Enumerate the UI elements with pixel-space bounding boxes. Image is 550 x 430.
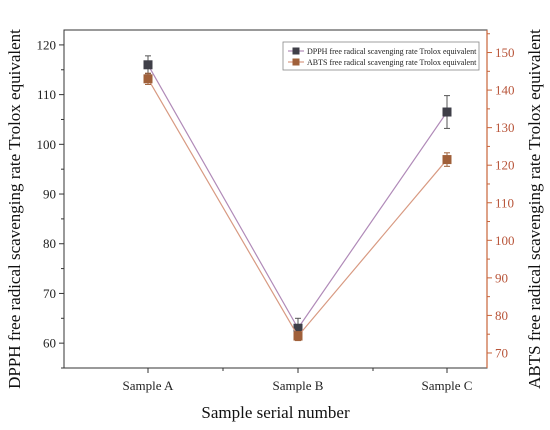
y-left-tick-label: 80 xyxy=(43,236,56,251)
y-right-tick-label: 140 xyxy=(495,83,515,98)
series-line-2 xyxy=(147,78,448,338)
series-line-1 xyxy=(147,64,448,330)
y-right-tick-label: 120 xyxy=(495,158,515,173)
y-axis-right-title: ABTS free radical scavenging rate Trolox… xyxy=(525,29,544,389)
y-left-tick-label: 110 xyxy=(37,87,56,102)
legend-swatch-marker xyxy=(292,47,300,55)
axes-group: 60 70 80 90 100 110 120 70 80 90 100 110 120 130 140 15… xyxy=(37,29,515,393)
y-left-tick-label: 70 xyxy=(43,286,56,301)
y-right-tick-label: 70 xyxy=(495,345,508,360)
data-point-marker xyxy=(143,60,153,70)
y-right-tick-label: 100 xyxy=(495,233,515,248)
plot-frame xyxy=(63,29,488,369)
y-left-tick-label: 60 xyxy=(43,336,56,351)
x-tick-label: Sample B xyxy=(273,378,324,393)
series-group xyxy=(143,55,452,342)
y-right-tick-label: 90 xyxy=(495,270,508,285)
y-axis-left-title: DPPH free radical scavenging rate Trolox… xyxy=(5,29,24,389)
x-tick-label: Sample A xyxy=(123,378,175,393)
y-right-tick-label: 80 xyxy=(495,308,508,323)
y-left-tick-label: 90 xyxy=(43,187,56,202)
legend: DPPH free radical scavenging rate Trolox… xyxy=(282,41,480,71)
y-right-tick-label: 110 xyxy=(495,195,514,210)
x-tick-label: Sample C xyxy=(422,378,473,393)
data-point-marker xyxy=(442,155,452,165)
legend-box xyxy=(282,41,480,71)
x-axis-title: Sample serial number xyxy=(201,403,350,422)
legend-label: DPPH free radical scavenging rate Trolox… xyxy=(307,47,477,56)
legend-label: ABTS free radical scavenging rate Trolox… xyxy=(307,58,477,67)
y-left-tick-label: 100 xyxy=(37,137,57,152)
data-point-marker xyxy=(143,74,153,84)
data-point-marker xyxy=(442,107,452,117)
data-point-marker xyxy=(293,331,303,341)
legend-swatch-marker xyxy=(292,58,300,66)
y-right-tick-label: 130 xyxy=(495,120,515,135)
y-left-tick-label: 120 xyxy=(37,37,57,52)
y-right-tick-label: 150 xyxy=(495,45,515,60)
